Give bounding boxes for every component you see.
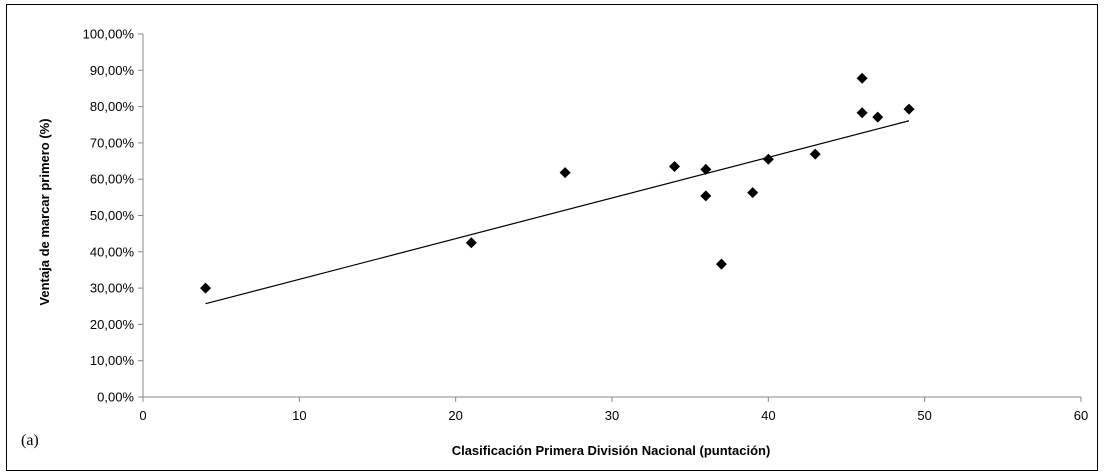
data-point bbox=[872, 111, 884, 123]
x-tick-label: 40 bbox=[761, 408, 775, 423]
y-tick-label: 70,00% bbox=[90, 135, 135, 150]
x-tick-label: 30 bbox=[605, 408, 619, 423]
data-point bbox=[700, 163, 712, 175]
y-tick-label: 60,00% bbox=[90, 172, 135, 187]
y-axis-title: Ventaja de marcar primero (%) bbox=[37, 118, 52, 305]
y-tick-label: 50,00% bbox=[90, 208, 135, 223]
data-point bbox=[715, 258, 727, 270]
y-tick-label: 0,00% bbox=[97, 390, 134, 405]
data-point bbox=[856, 107, 868, 119]
y-tick-label: 90,00% bbox=[90, 63, 135, 78]
x-tick-label: 60 bbox=[1074, 408, 1088, 423]
data-points bbox=[200, 72, 915, 294]
data-point bbox=[903, 103, 915, 115]
y-tick-label: 100,00% bbox=[83, 27, 135, 42]
data-point bbox=[747, 187, 759, 199]
x-axis-title: Clasificación Primera División Nacional … bbox=[452, 443, 771, 458]
scatter-chart: 0,00% 10,00% 20,00% 30,00% 40,00% 50,00% 60,00… bbox=[21, 27, 1088, 459]
y-tick-label: 80,00% bbox=[90, 99, 135, 114]
y-tick-label: 30,00% bbox=[90, 281, 135, 296]
data-point bbox=[762, 153, 774, 165]
x-tick-label: 20 bbox=[448, 408, 462, 423]
y-tick-label: 20,00% bbox=[90, 317, 135, 332]
panel-label: (a) bbox=[21, 432, 39, 449]
data-point bbox=[559, 167, 571, 179]
y-axis: 0,00% 10,00% 20,00% 30,00% 40,00% 50,00% 60,00… bbox=[83, 27, 144, 405]
data-point bbox=[809, 148, 821, 160]
trendline-group bbox=[205, 120, 910, 305]
x-tick-label: 10 bbox=[292, 408, 306, 423]
data-point bbox=[669, 160, 681, 172]
data-point bbox=[856, 72, 868, 84]
y-tick-label: 40,00% bbox=[90, 244, 135, 259]
trendline bbox=[205, 120, 910, 305]
x-tick-label: 0 bbox=[139, 408, 146, 423]
x-tick-label: 50 bbox=[917, 408, 931, 423]
data-point bbox=[465, 237, 477, 249]
chart-frame: 0,00% 10,00% 20,00% 30,00% 40,00% 50,00% 60,00… bbox=[6, 4, 1098, 471]
data-point bbox=[200, 282, 212, 294]
x-axis: 0 10 20 30 40 50 60 bbox=[139, 396, 1088, 423]
y-tick-label: 10,00% bbox=[90, 353, 135, 368]
data-point bbox=[700, 190, 712, 202]
